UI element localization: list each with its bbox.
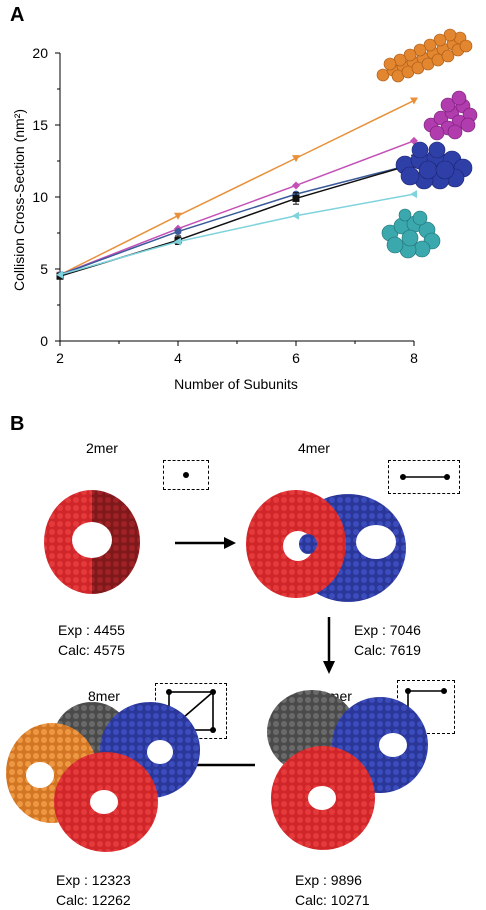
arrow-dimer-to-tetramer — [175, 537, 236, 549]
y-tick-label: 15 — [32, 117, 48, 133]
y-tick-label: 5 — [40, 261, 48, 277]
orange-cluster-icon — [376, 28, 473, 83]
chart-axes: 0 5 10 15 20 2 4 6 8 — [32, 45, 418, 366]
dimer-dot-icon — [183, 472, 189, 478]
hexamer-complex — [267, 690, 428, 850]
series-line-4 — [59, 193, 415, 276]
stage-4mer-label: 4mer — [298, 440, 330, 456]
data-point-s4 — [56, 270, 63, 279]
data-point-s2 — [174, 228, 182, 236]
data-point-s4 — [174, 237, 181, 246]
panel-b-letter: B — [10, 413, 25, 435]
magenta-cluster-icon — [423, 90, 478, 141]
data-point-s3 — [292, 194, 300, 202]
y-tick-label: 10 — [32, 189, 48, 205]
series-line-2 — [59, 163, 415, 276]
teal-cluster-icon — [381, 208, 441, 259]
arrow-tetramer-to-hexamer — [323, 617, 335, 674]
octamer-complex — [6, 702, 200, 852]
tetramer-exp: Exp : 7046 — [354, 622, 421, 638]
panel-a-letter: A — [10, 4, 25, 26]
series-line-1 — [59, 140, 415, 276]
data-point-s1 — [292, 181, 300, 190]
data-point-s4 — [292, 211, 299, 220]
assembly-diagram — [6, 490, 428, 852]
hexamer-exp: Exp : 9896 — [295, 872, 362, 888]
chart-series — [56, 97, 418, 280]
x-axis-label: Number of Subunits — [174, 376, 298, 392]
dimer-calc: Calc: 4575 — [58, 642, 125, 658]
topology-tetramer-box — [388, 460, 460, 494]
x-tick-label: 6 — [292, 350, 300, 366]
tetramer-values: Exp : 7046 Calc: 7619 — [354, 620, 421, 660]
ccs-chart: 0 5 10 15 20 2 4 6 8 Collision Cross-Section (nm… — [11, 28, 478, 392]
x-tick-label: 2 — [56, 350, 64, 366]
octamer-calc: Calc: 12262 — [56, 892, 131, 908]
octamer-exp: Exp : 12323 — [56, 872, 131, 888]
tetramer-calc: Calc: 7619 — [354, 642, 421, 658]
topology-dimer-box — [163, 460, 209, 490]
stage-8mer-label: 8mer — [88, 688, 120, 704]
dimer-values: Exp : 4455 Calc: 4575 — [58, 620, 125, 660]
data-point-s0 — [410, 97, 418, 105]
y-tick-label: 20 — [32, 45, 48, 61]
data-point-s4 — [410, 190, 417, 199]
dimer-exp: Exp : 4455 — [58, 622, 125, 638]
series-line-0 — [59, 99, 415, 276]
stage-2mer-label: 2mer — [86, 440, 118, 456]
y-axis-label: Collision Cross-Section (nm²) — [11, 109, 27, 291]
y-tick-label: 0 — [40, 333, 48, 349]
x-tick-label: 4 — [174, 350, 182, 366]
tetramer-line-icon — [400, 474, 450, 480]
x-tick-label: 8 — [410, 350, 418, 366]
tetramer-complex — [246, 490, 406, 602]
dimer-complex — [44, 490, 140, 594]
blue-cluster-icon — [395, 141, 473, 190]
octamer-values: Exp : 12323 Calc: 12262 — [56, 870, 131, 910]
data-point-s0 — [292, 155, 300, 163]
data-point-s0 — [174, 212, 182, 220]
hexamer-values: Exp : 9896 Calc: 10271 — [295, 870, 370, 910]
hexamer-calc: Calc: 10271 — [295, 892, 370, 908]
